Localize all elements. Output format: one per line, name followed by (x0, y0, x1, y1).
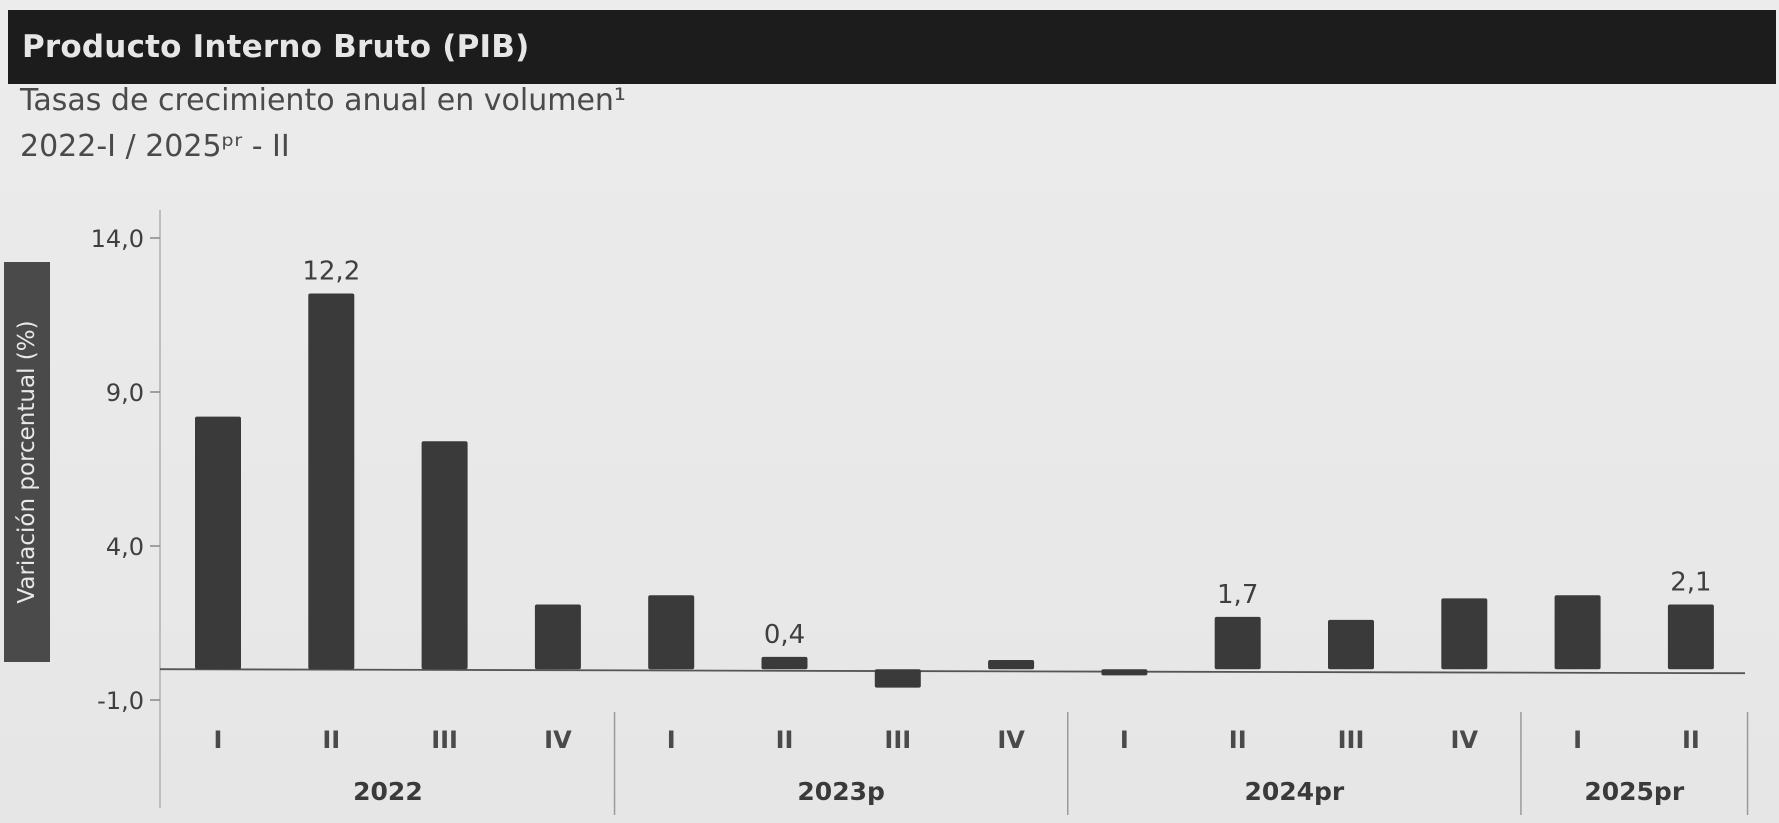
x-category-label: IV (1451, 726, 1479, 754)
bar (1328, 619, 1374, 670)
bar (308, 293, 355, 670)
y-tick-label: 9,0 (106, 379, 144, 407)
x-category-label: II (1682, 726, 1700, 754)
x-category-label: III (1338, 726, 1365, 754)
x-category-label: II (322, 726, 340, 754)
bar (1554, 595, 1601, 670)
x-group-label: 2023p (797, 777, 884, 806)
y-tick-label: -1,0 (97, 687, 144, 715)
bar (1441, 598, 1488, 670)
data-label: 0,4 (764, 620, 805, 650)
subtitle-line-1: Tasas de crecimiento anual en volumen¹ (20, 83, 626, 118)
bar (421, 441, 468, 670)
x-category-label: IV (997, 726, 1025, 754)
y-axis-label-box: Variación porcentual (%) (4, 262, 50, 662)
x-group-label: 2025pr (1584, 777, 1684, 806)
bar (1667, 604, 1714, 670)
x-category-label: I (1120, 726, 1129, 754)
bar (988, 659, 1035, 670)
bar (1101, 669, 1148, 676)
chart-subtitle: Tasas de crecimiento anual en volumen¹ 2… (20, 78, 626, 170)
y-tick-label: 4,0 (106, 533, 144, 561)
bar (1214, 616, 1261, 670)
data-label: 2,1 (1670, 568, 1711, 598)
bar (874, 669, 921, 688)
bar (648, 595, 695, 670)
bar (195, 416, 241, 670)
x-category-label: IV (544, 726, 572, 754)
x-group-label: 2022 (353, 777, 423, 806)
data-label: 1,7 (1217, 580, 1258, 610)
bar (761, 656, 808, 670)
x-category-label: II (776, 726, 794, 754)
x-category-label: I (214, 726, 223, 754)
x-category-label: III (884, 726, 911, 754)
title-bar: Producto Interno Bruto (PIB) (8, 10, 1776, 84)
y-tick-label: 14,0 (91, 225, 144, 253)
x-category-label: II (1229, 726, 1247, 754)
subtitle-line-2: 2022-I / 2025ᵖʳ - II (20, 129, 290, 164)
x-group-label: 2024pr (1244, 777, 1344, 806)
x-category-label: I (1573, 726, 1582, 754)
chart-title: Producto Interno Bruto (PIB) (22, 29, 530, 65)
data-label: 12,2 (302, 256, 360, 286)
bar (534, 604, 581, 670)
zero-baseline (159, 668, 1746, 675)
x-category-label: III (431, 726, 458, 754)
x-category-label: I (667, 726, 676, 754)
